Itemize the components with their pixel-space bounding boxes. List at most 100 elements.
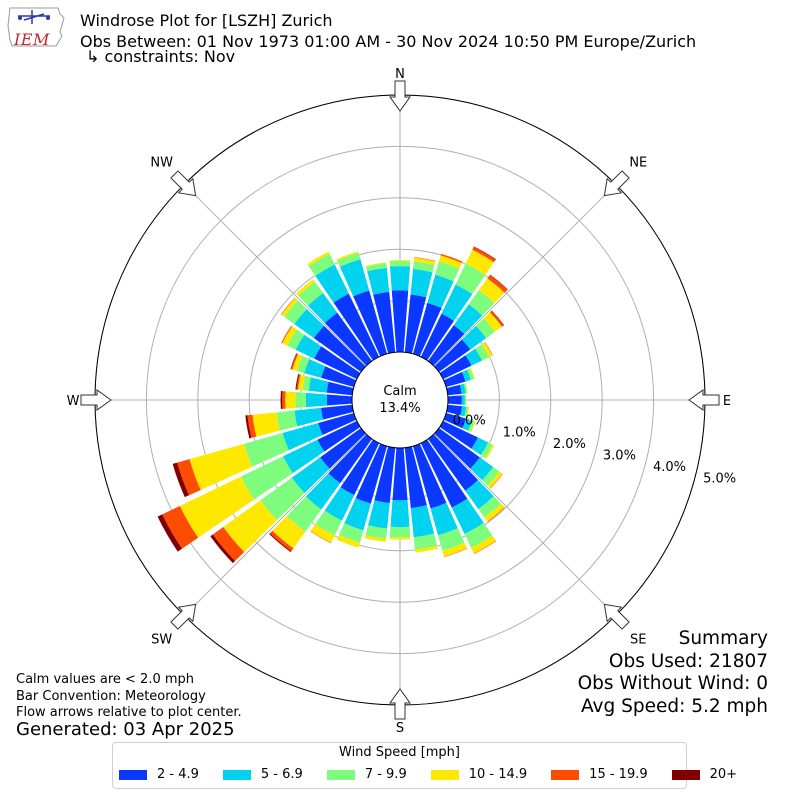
windrose-bar-segment [444, 548, 468, 558]
windrose-bar-segment [389, 261, 411, 267]
legend-title: Wind Speed [mph] [339, 745, 460, 760]
obs-used: Obs Used: 21807 [608, 650, 768, 672]
windrose-bar-segment [489, 310, 504, 327]
windrose-bar-segment [392, 447, 408, 501]
windrose-bar-segment [413, 261, 435, 273]
windrose-bar-segment [328, 434, 372, 484]
legend-swatch [326, 769, 355, 780]
flow-arrow-icon [688, 389, 720, 411]
calm-circle [351, 351, 449, 449]
windrose-bar-segment [438, 255, 462, 269]
windrose-bar-segment [276, 410, 298, 431]
flow-arrow-icon [389, 80, 411, 112]
windrose-bar-segment [282, 326, 297, 346]
windrose-bar-segment [290, 353, 297, 370]
grid-spoke [433, 183, 617, 367]
windrose-bar-segment [446, 404, 463, 416]
windrose-bar-segment [336, 251, 359, 261]
windrose-bar-segment [487, 275, 508, 293]
windrose-bar-segment [365, 525, 388, 539]
radial-tick-label: 5.0% [703, 472, 736, 487]
legend-item: 7 - 9.9 [326, 767, 407, 782]
windrose-bar-segment [287, 329, 305, 350]
windrose-bar-segment [440, 253, 463, 264]
windrose-bar-segment [491, 310, 505, 326]
windrose-bar-segment [439, 420, 478, 449]
legend-item: 15 - 19.9 [551, 767, 648, 782]
windrose-bar-segment [482, 467, 500, 486]
windrose-bar-segment [481, 342, 493, 358]
windrose-bar-segment [333, 293, 380, 361]
grid-spoke [433, 433, 617, 617]
obs-without-wind: Obs Without Wind: 0 [577, 673, 768, 694]
windrose-bar-segment [471, 535, 496, 554]
legend-label: 5 - 6.9 [260, 767, 303, 782]
flow-arrow-icon [80, 389, 112, 411]
windrose-bar-segment [292, 354, 303, 372]
windrose-bar-segment [298, 281, 324, 306]
windrose-bar-segment [272, 516, 306, 549]
windrose-bar-segment [324, 312, 372, 366]
compass-label: SW [151, 632, 172, 647]
radial-tick-label: 0.0% [453, 414, 486, 429]
chart-title: Windrose Plot for [LSZH] Zurich [80, 11, 333, 30]
legend-label: 20+ [709, 767, 738, 782]
constraints-text: ↳ constraints: Nov [86, 47, 236, 66]
windrose-bar-segment [453, 304, 483, 335]
legend-item: 5 - 6.9 [222, 767, 303, 782]
windrose-bar-segment [290, 353, 299, 370]
windrose-bar-segment [298, 374, 306, 391]
windrose-bar-segment [455, 263, 486, 295]
flow-arrow-icon [170, 603, 197, 630]
windrose-bar-segment [179, 476, 255, 538]
windrose-bar-segment [389, 259, 411, 262]
windrose-bar-segment [318, 412, 357, 435]
windrose-bar-segment [412, 302, 442, 357]
windrose-bar-segment [223, 500, 277, 552]
compass-label: E [723, 394, 731, 409]
windrose-bar-segment [284, 300, 307, 324]
windrose-bar-segment [472, 246, 496, 263]
windrose-bar-segment [475, 344, 490, 361]
windrose-bar-segment [307, 292, 338, 323]
windrose-bars [157, 246, 508, 564]
windrose-bar-segment [296, 355, 310, 374]
radial-tick-label: 3.0% [603, 448, 636, 463]
windrose-bar-segment [326, 394, 353, 406]
windrose-bar-segment [460, 406, 467, 417]
windrose-bar-segment [305, 392, 328, 408]
windrose-bar-segment [443, 371, 466, 388]
windrose-bar-segment [389, 266, 411, 291]
windrose-bar-segment [463, 383, 468, 394]
windrose-bar-segment [487, 471, 503, 489]
windrose-bar-segment [441, 284, 473, 321]
windrose-bar-segment [465, 395, 467, 405]
windrose-bar-segment [280, 391, 283, 409]
windrose-bar-segment [269, 533, 292, 553]
bar-convention: Bar Convention: Meteorology [16, 689, 206, 704]
legend-label: 15 - 19.9 [589, 767, 648, 782]
windrose-bar-segment [414, 545, 438, 553]
radial-tick-label: 1.0% [503, 425, 536, 440]
windrose-bar-segment [283, 439, 325, 474]
windrose-bar-segment [442, 542, 467, 557]
windrose-bar-segment [414, 257, 436, 262]
windrose-bar-segment [434, 339, 471, 372]
windrose-bar-segment [240, 456, 293, 500]
windrose-bar-segment [485, 444, 495, 459]
windrose-bar-segment [487, 507, 505, 523]
windrose-bar-segment [172, 462, 190, 498]
windrose-bar-segment [467, 368, 474, 381]
flow-arrow-icon [603, 170, 630, 197]
windrose-bar-segment [336, 535, 360, 548]
windrose-bar-segment [243, 433, 289, 467]
windrose-bar-segment [473, 540, 497, 554]
logo-text: IEM [14, 30, 50, 49]
windrose-bar-segment [210, 534, 236, 564]
compass-label: NW [150, 156, 173, 171]
plot-overlay: Calm 13.4% 0.0% 1.0% 2.0% 3.0% 4.0% 5.0% N NE E SE S… [67, 67, 737, 736]
legend-label: 7 - 9.9 [364, 767, 407, 782]
flow-arrow-icon [389, 688, 411, 720]
windrose-bar-segment [420, 313, 454, 361]
